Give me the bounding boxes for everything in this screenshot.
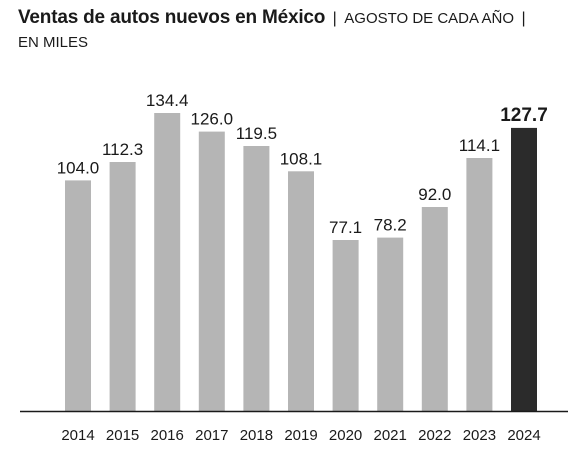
value-label-2023: 114.1 — [459, 136, 500, 155]
category-label-2021: 2021 — [374, 427, 407, 444]
title-line: Ventas de autos nuevos en México | AGOST… — [18, 6, 578, 31]
bar-2024 — [511, 127, 537, 412]
chart-title: Ventas de autos nuevos en México — [18, 7, 326, 28]
unit-label: EN MILES — [18, 34, 89, 51]
category-label-2023: 2023 — [463, 427, 496, 444]
value-label-2022: 92.0 — [418, 185, 451, 204]
title-separator-left: | — [332, 10, 337, 27]
value-label-2021: 78.2 — [374, 216, 407, 235]
category-label-2015: 2015 — [106, 427, 139, 444]
category-label-2022: 2022 — [418, 427, 451, 444]
category-label-2014: 2014 — [61, 427, 94, 444]
value-label-2014: 104.0 — [57, 158, 100, 177]
bar-2015 — [109, 162, 136, 411]
bar-2023 — [466, 158, 493, 411]
category-label-2020: 2020 — [329, 427, 362, 444]
bar-2018 — [243, 146, 270, 411]
bar-2017 — [198, 131, 225, 411]
bar-2022 — [421, 207, 448, 411]
value-label-2016: 134.4 — [146, 91, 189, 110]
bar-2021 — [377, 237, 404, 411]
title-separator-right: | — [521, 10, 526, 27]
bar-2020 — [332, 240, 359, 411]
bar-2014 — [65, 180, 91, 411]
value-label-2015: 112.3 — [102, 140, 143, 159]
category-label-2019: 2019 — [284, 427, 317, 444]
value-label-2018: 119.5 — [236, 124, 277, 143]
category-label-2018: 2018 — [240, 427, 273, 444]
chart-header: Ventas de autos nuevos en México | AGOST… — [18, 6, 578, 53]
chart-subtitle: AGOSTO DE CADA AÑO — [344, 10, 515, 27]
bar-2019 — [288, 171, 314, 411]
category-label-2017: 2017 — [195, 427, 228, 444]
value-label-2024: 127.7 — [500, 105, 548, 126]
value-label-2017: 126.0 — [191, 110, 234, 129]
value-label-2019: 108.1 — [280, 149, 323, 168]
category-label-2024: 2024 — [507, 427, 540, 444]
category-label-2016: 2016 — [151, 427, 184, 444]
value-label-2020: 77.1 — [329, 218, 362, 237]
bar-2016 — [154, 113, 181, 411]
